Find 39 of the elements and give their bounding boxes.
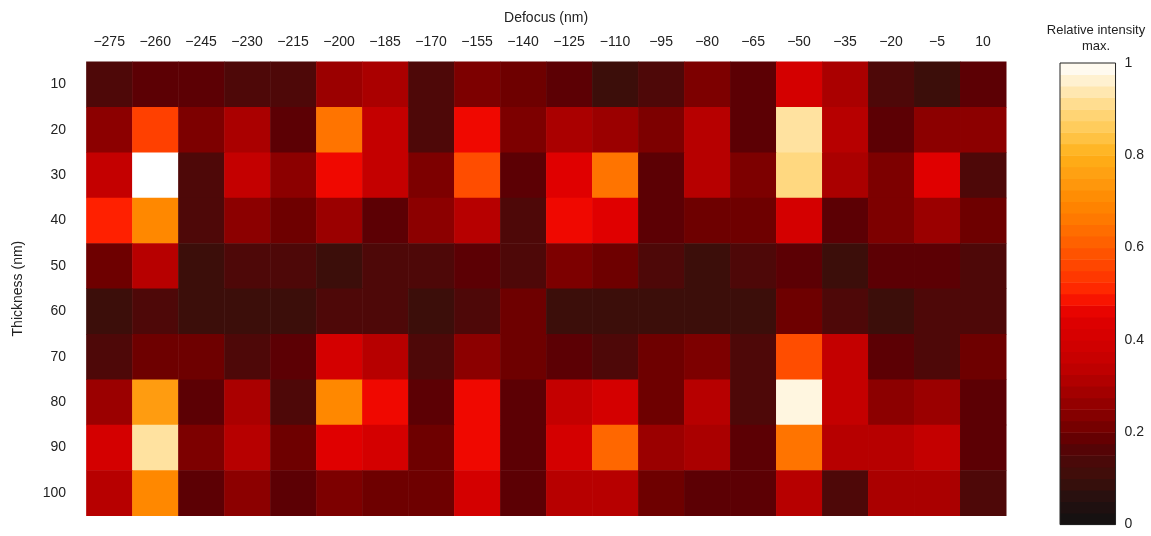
x-tick-label: −50 <box>787 33 812 50</box>
x-tick-label: 10 <box>975 33 991 50</box>
y-axis-title: Thickness (nm) <box>9 240 26 337</box>
color-bar-title: Relative intensity max. <box>1045 22 1147 54</box>
y-tick-label: 80 <box>50 392 67 409</box>
y-tick-label: 90 <box>50 438 67 455</box>
y-tick-label: 100 <box>42 483 67 500</box>
color-bar-label: 0 <box>1124 515 1133 532</box>
x-tick-label: −95 <box>649 33 674 50</box>
x-tick-label: −65 <box>741 33 766 50</box>
y-tick-label: 30 <box>50 165 67 182</box>
y-tick-label: 10 <box>50 75 67 92</box>
x-tick-label: −20 <box>879 33 904 50</box>
x-tick-label: −260 <box>139 33 172 50</box>
y-tick-label: 70 <box>50 347 67 364</box>
color-bar-label: 0.8 <box>1124 146 1145 163</box>
x-tick-label: −185 <box>369 33 402 50</box>
color-bar-label: 1 <box>1124 53 1133 70</box>
x-tick-label: −230 <box>231 33 264 50</box>
x-axis-title: Defocus (nm) <box>504 9 589 26</box>
x-tick-label: −110 <box>599 33 631 50</box>
y-tick-label: 50 <box>50 256 67 273</box>
x-tick-label: −125 <box>553 33 586 50</box>
x-tick-label: −80 <box>695 33 720 50</box>
color-bar-label: 0.6 <box>1124 238 1145 255</box>
x-tick-label: −275 <box>93 33 126 50</box>
y-tick-label: 60 <box>50 302 67 319</box>
y-tick-label: 40 <box>50 211 67 228</box>
y-tick-label: 20 <box>50 120 67 137</box>
x-tick-label: −170 <box>415 33 448 50</box>
x-tick-label: −215 <box>277 33 310 50</box>
x-tick-label: −155 <box>461 33 494 50</box>
x-tick-label: −200 <box>323 33 356 50</box>
x-tick-label: −35 <box>833 33 858 50</box>
x-tick-label: −5 <box>929 33 946 50</box>
color-bar-label: 0.4 <box>1124 330 1145 347</box>
x-tick-label: −245 <box>185 33 218 50</box>
x-tick-label: −140 <box>507 33 540 50</box>
color-bar-label: 0.2 <box>1124 423 1145 440</box>
